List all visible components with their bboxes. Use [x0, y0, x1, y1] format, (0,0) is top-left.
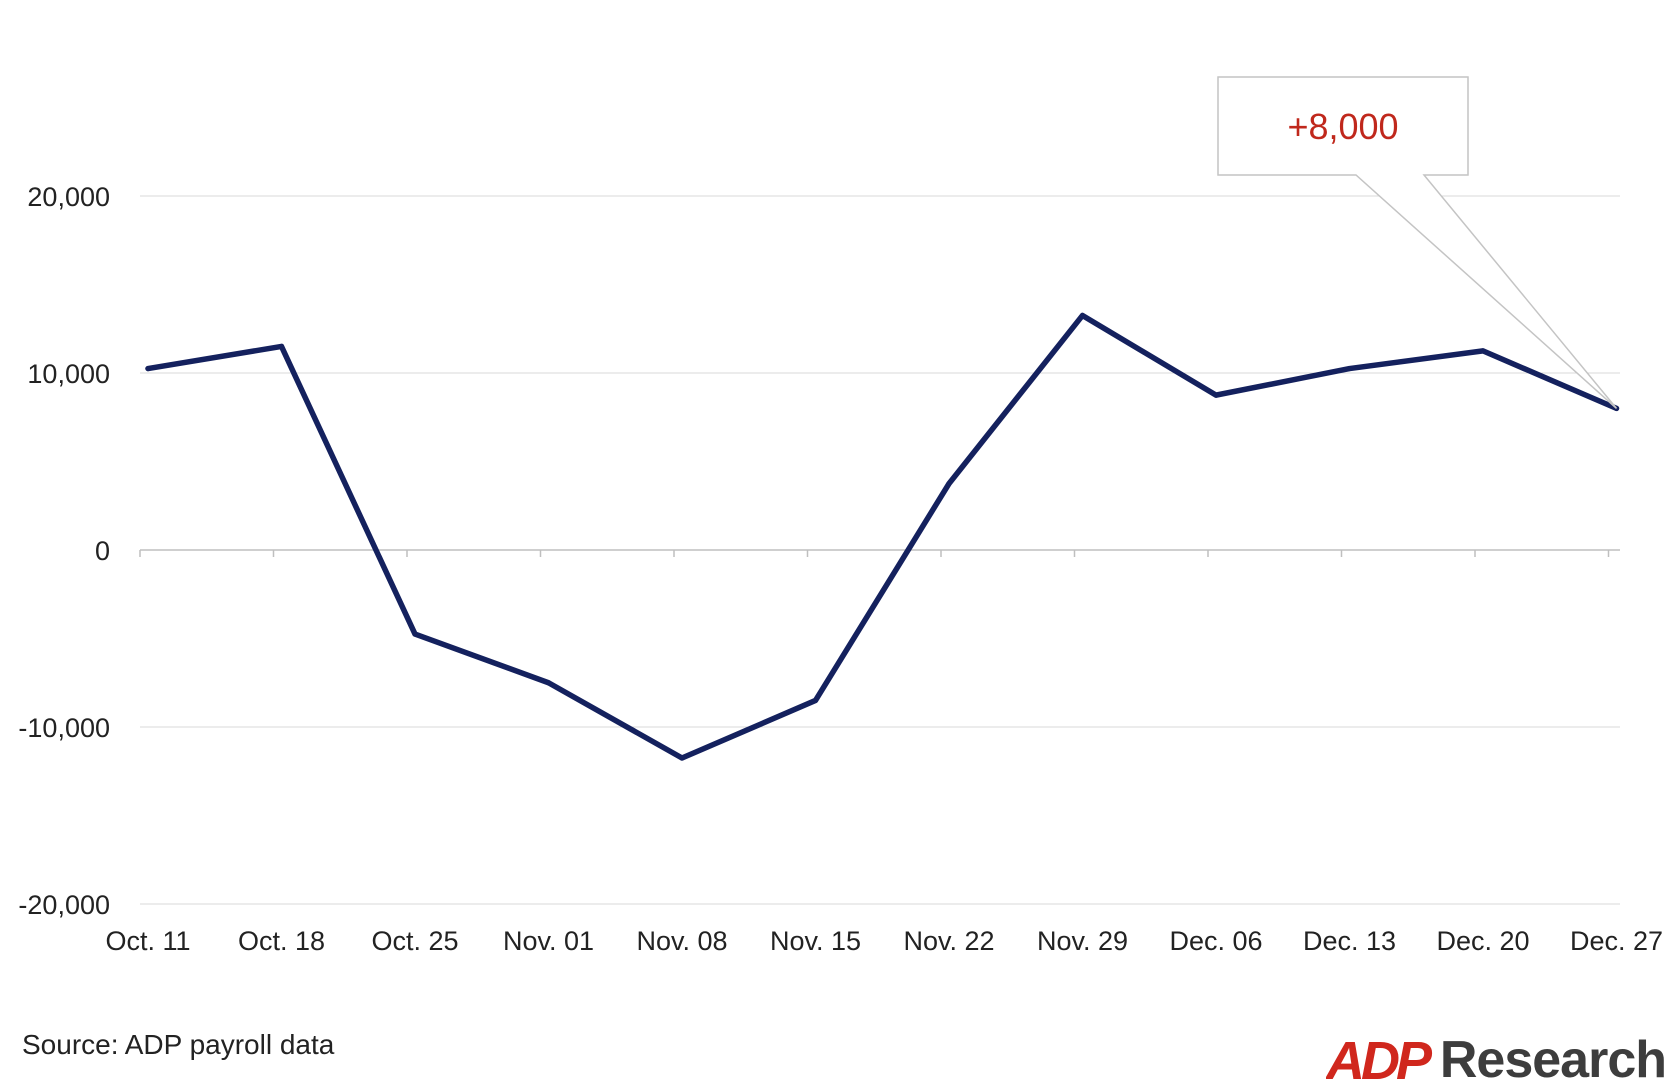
data-point	[946, 481, 952, 487]
data-point	[412, 631, 418, 637]
annotation-callout: +8,000	[1217, 76, 1618, 409]
x-tick-label: Oct. 25	[371, 926, 458, 956]
x-tick-label: Dec. 27	[1570, 926, 1663, 956]
x-tick-label: Dec. 20	[1436, 926, 1529, 956]
series-layer	[145, 312, 1620, 761]
data-point	[1213, 392, 1219, 398]
x-tick-label: Nov. 08	[636, 926, 727, 956]
y-tick-label: -10,000	[18, 713, 110, 743]
data-point	[679, 755, 685, 761]
adp-logo-text: ADP	[1326, 1032, 1433, 1088]
y-tick-label: 10,000	[27, 359, 110, 389]
adp-research-logo: ADP Research	[1326, 1030, 1667, 1090]
x-tick-label: Dec. 06	[1169, 926, 1262, 956]
series-line	[145, 312, 1620, 761]
data-point	[278, 343, 285, 350]
x-axis	[139, 549, 1620, 557]
annotation-label: +8,000	[1287, 106, 1398, 147]
x-tick-label: Nov. 29	[1037, 926, 1128, 956]
x-tick-label: Nov. 22	[903, 926, 994, 956]
data-point	[1480, 348, 1486, 354]
annotation-box	[1217, 76, 1618, 409]
y-tick-label: 20,000	[27, 182, 110, 212]
x-tick-label: Nov. 15	[770, 926, 861, 956]
x-tick-label: Dec. 13	[1303, 926, 1396, 956]
y-axis-tick-labels: 20,000 10,000 0 -10,000 -20,000	[18, 182, 110, 920]
data-point	[545, 680, 552, 686]
y-tick-label: 0	[95, 536, 110, 566]
y-tick-label: -20,000	[18, 890, 110, 920]
x-tick-label: Oct. 11	[105, 926, 190, 956]
x-tick-label: Oct. 18	[238, 926, 325, 956]
x-axis-tick-labels: Oct. 11 Oct. 18 Oct. 25 Nov. 01 Nov. 08 Nov. …	[105, 926, 1663, 956]
data-point	[145, 365, 151, 372]
data-point	[1079, 312, 1086, 319]
data-point	[812, 697, 819, 704]
gridlines	[140, 195, 1620, 905]
adp-logo-mark: ADP	[1326, 1032, 1437, 1088]
x-tick-label: Nov. 01	[503, 926, 594, 956]
data-point	[1346, 365, 1353, 372]
logo-research-text: Research	[1439, 1031, 1667, 1089]
source-note: Source: ADP payroll data	[22, 1029, 335, 1060]
